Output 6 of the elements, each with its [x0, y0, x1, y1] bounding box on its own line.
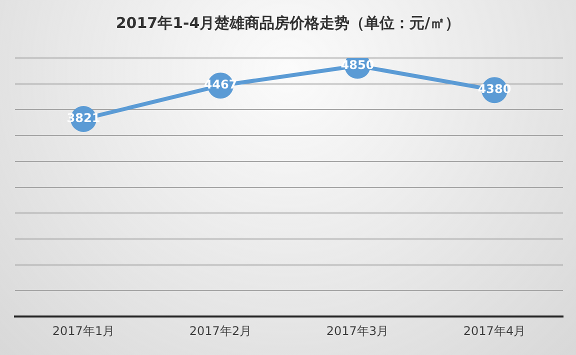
- x-tick-label: 2017年3月: [326, 324, 389, 338]
- data-label: 4850: [340, 58, 374, 72]
- chart-title: 2017年1-4月楚雄商品房价格走势（单位：元/㎡）: [114, 14, 462, 33]
- x-tick-label: 2017年1月: [52, 324, 115, 338]
- x-tick-label: 2017年2月: [189, 324, 252, 338]
- x-tick-label: 2017年4月: [463, 324, 526, 338]
